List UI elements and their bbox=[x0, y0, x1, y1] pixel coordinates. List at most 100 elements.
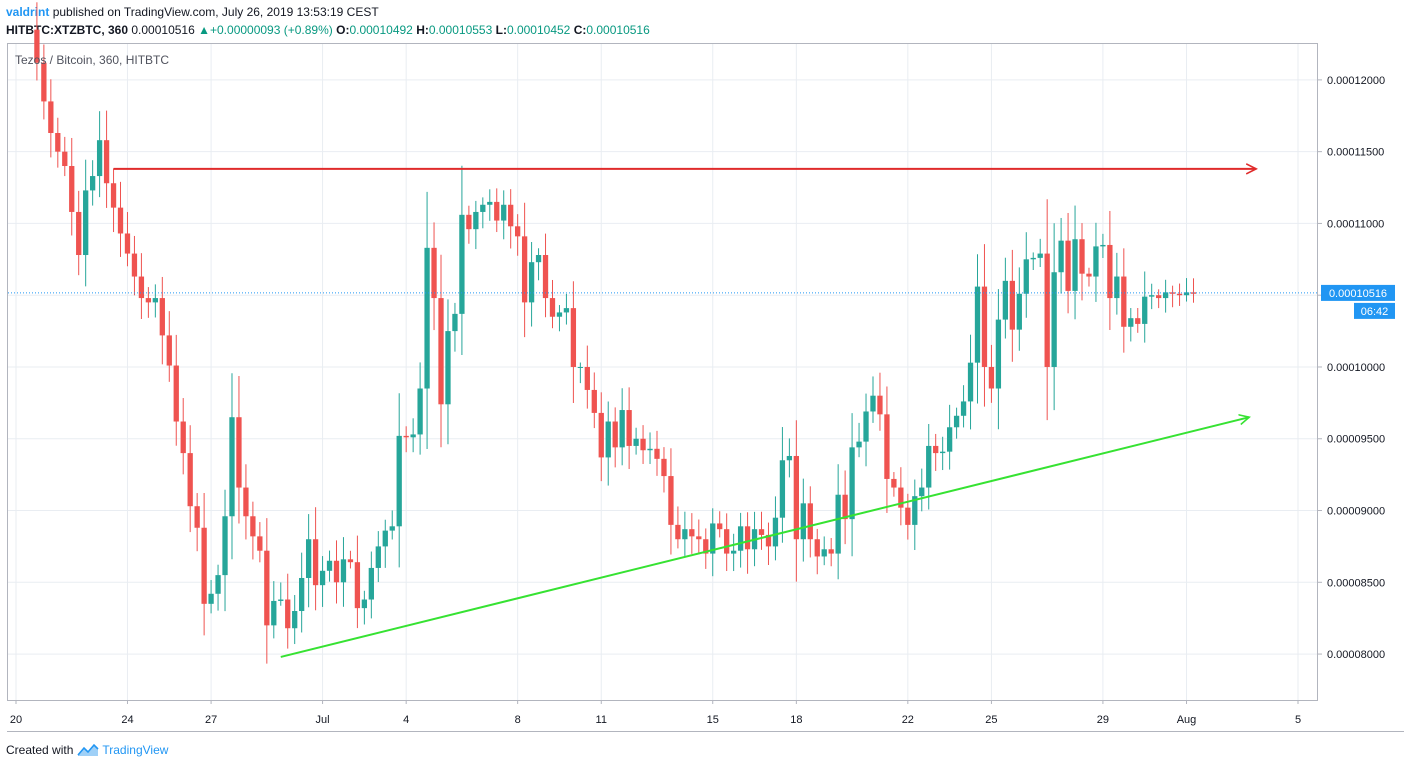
change-value: +0.00000093 (+0.89%) bbox=[210, 23, 333, 37]
candle-body bbox=[960, 401, 967, 416]
time-tick-label: 24 bbox=[121, 714, 133, 726]
created-with-text: Created with bbox=[6, 743, 74, 757]
candle-body bbox=[1051, 272, 1057, 367]
candle-body bbox=[793, 455, 799, 540]
candle-body bbox=[863, 411, 869, 442]
candle-body bbox=[891, 478, 897, 488]
candle-body bbox=[744, 526, 751, 550]
candle-body bbox=[1023, 259, 1029, 294]
candle-body bbox=[647, 448, 653, 451]
candle-body bbox=[1149, 295, 1155, 297]
time-tick-label: 22 bbox=[902, 714, 914, 726]
candle-body bbox=[563, 308, 570, 313]
support-line bbox=[280, 417, 1249, 658]
candle-body bbox=[508, 204, 514, 227]
candle-body bbox=[466, 214, 472, 230]
price-tick-label: 0.00011000 bbox=[1327, 218, 1384, 230]
publish-info: valdrint published on TradingView.com, J… bbox=[6, 3, 650, 21]
candle-body bbox=[347, 559, 354, 563]
trend-lines bbox=[113, 169, 1257, 658]
candle-body bbox=[703, 539, 709, 554]
tradingview-logo-icon bbox=[77, 743, 99, 756]
candle-body bbox=[1065, 240, 1071, 291]
time-tick-label: 5 bbox=[1295, 714, 1301, 726]
candle-body bbox=[333, 560, 340, 583]
candle-body bbox=[933, 445, 939, 454]
candle-body bbox=[1128, 318, 1134, 327]
candle-body bbox=[48, 101, 54, 133]
high-value: 0.00010553 bbox=[428, 23, 493, 37]
candle-body bbox=[842, 494, 848, 520]
candle-body bbox=[849, 447, 855, 520]
time-axis[interactable]: 20 24 27 Jul 4 8 11 15 18 22 25 29 Aug 5 bbox=[10, 700, 1301, 726]
candle-body bbox=[626, 410, 632, 446]
candle-body bbox=[1037, 253, 1043, 258]
candle-body bbox=[821, 549, 827, 557]
candle-body bbox=[689, 529, 695, 537]
candle-body bbox=[974, 286, 981, 363]
candle-body bbox=[299, 577, 305, 612]
author-name[interactable]: valdrint bbox=[6, 5, 50, 19]
candle-body bbox=[89, 176, 96, 191]
price-tick-label: 0.00012000 bbox=[1327, 75, 1385, 87]
candle-body bbox=[884, 414, 890, 479]
candle-body bbox=[814, 539, 820, 557]
candle-body bbox=[800, 503, 806, 540]
time-tick-label: 4 bbox=[403, 714, 409, 726]
candle-body bbox=[431, 247, 437, 299]
candle-body bbox=[208, 593, 214, 604]
candle-body bbox=[152, 298, 158, 303]
candle-body bbox=[480, 204, 486, 212]
candle-body bbox=[319, 570, 326, 586]
candle-body bbox=[696, 536, 702, 540]
candle-body bbox=[201, 527, 207, 604]
candle-body bbox=[737, 526, 744, 551]
candles bbox=[34, 2, 1197, 664]
footer: Created with TradingView bbox=[6, 741, 168, 759]
candle-body bbox=[55, 132, 61, 152]
candle-body bbox=[103, 140, 110, 184]
price-tick-label: 0.00008000 bbox=[1327, 649, 1385, 661]
candle-body bbox=[995, 319, 1002, 389]
candle-body bbox=[1142, 296, 1148, 324]
last-price: 0.00010516 bbox=[131, 23, 195, 37]
candle-body bbox=[368, 567, 374, 600]
close-label: C: bbox=[573, 23, 587, 37]
candle-body bbox=[222, 516, 228, 576]
candle-body bbox=[724, 529, 730, 554]
low-label: L: bbox=[495, 23, 507, 37]
candle-body bbox=[340, 559, 347, 583]
candle-body bbox=[41, 62, 47, 102]
candle-body bbox=[76, 211, 82, 256]
candle-body bbox=[326, 560, 333, 571]
candle-body bbox=[515, 226, 521, 237]
time-tick-label: 8 bbox=[515, 714, 521, 726]
price-axis[interactable]: 0.00008000 0.00008500 0.00009000 0.00009500… bbox=[1317, 75, 1385, 661]
candle-body bbox=[1086, 273, 1092, 277]
candle-body bbox=[138, 276, 145, 299]
candle-body bbox=[661, 458, 667, 477]
candle-body bbox=[919, 487, 925, 497]
candle-body bbox=[898, 487, 904, 508]
candle-body bbox=[988, 366, 995, 389]
candle-body bbox=[83, 190, 89, 256]
candle-body bbox=[584, 366, 590, 390]
candle-body bbox=[1016, 293, 1022, 330]
candle-body bbox=[758, 529, 765, 535]
candle-body bbox=[1044, 253, 1050, 367]
candle-body bbox=[243, 487, 249, 517]
candle-body bbox=[612, 421, 618, 448]
candle-body bbox=[305, 539, 312, 578]
candle-body bbox=[591, 389, 597, 413]
open-value: 0.00010492 bbox=[349, 23, 413, 37]
candle-body bbox=[967, 362, 974, 402]
candle-body bbox=[542, 255, 549, 299]
candle-body bbox=[1156, 295, 1162, 299]
candle-body bbox=[668, 476, 674, 525]
tradingview-brand[interactable]: TradingView bbox=[102, 743, 169, 757]
close-value: 0.00010516 bbox=[586, 23, 650, 37]
candle-body bbox=[62, 151, 68, 167]
candle-body bbox=[521, 236, 528, 303]
candle-body bbox=[710, 523, 716, 554]
